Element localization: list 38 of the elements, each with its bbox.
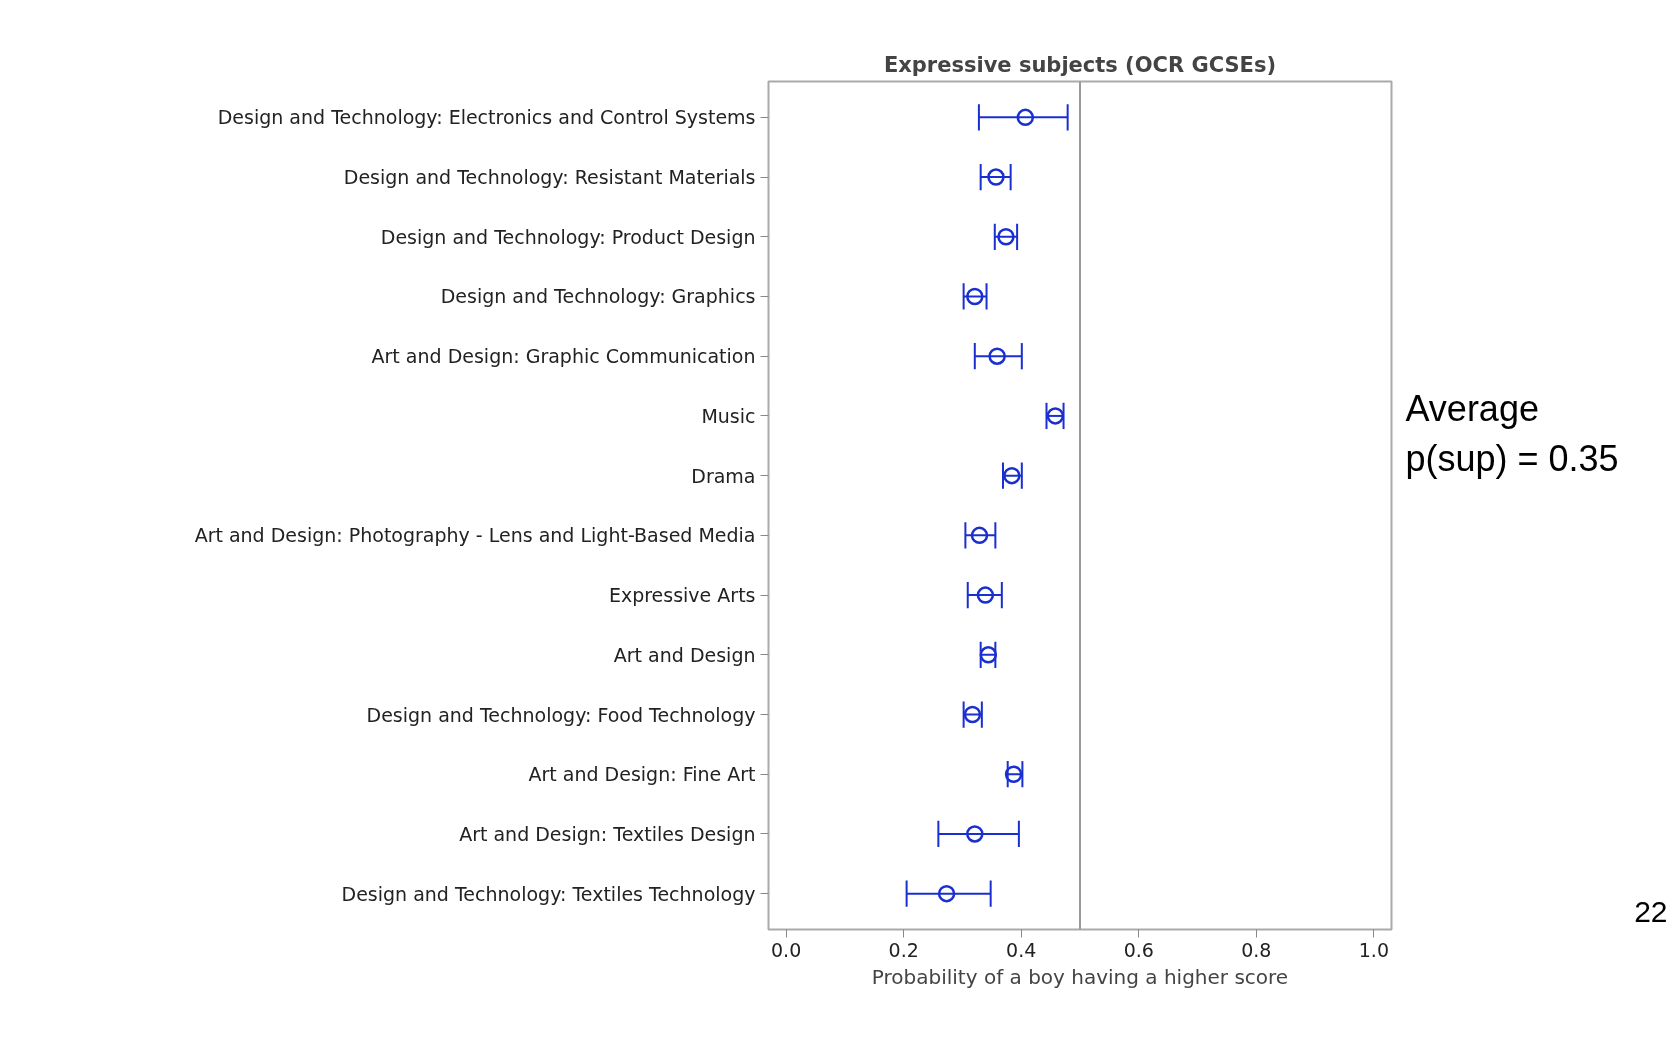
- y-tick-label: Music: [701, 404, 756, 427]
- point: [963, 705, 982, 724]
- x-tick-label: 0.6: [1123, 938, 1154, 961]
- point: [970, 526, 989, 545]
- x-tick-label: 0.4: [1006, 938, 1037, 961]
- x-tick-label: 1.0: [1358, 938, 1389, 961]
- point: [1003, 466, 1021, 485]
- point: [937, 884, 956, 903]
- x-axis-title: Probability of a boy having a higher score: [871, 964, 1289, 989]
- y-tick-label: Art and Design: Photography - Lens and Light-Based Media: [194, 524, 756, 547]
- y-tick-label: Art and Design: [613, 643, 756, 666]
- x-tick-label: 0.2: [888, 938, 919, 961]
- y-tick-label: Design and Technology: Electronics and Control Systems: [217, 106, 756, 129]
- point: [997, 228, 1015, 246]
- x-tick-label: 0.0: [771, 938, 802, 961]
- y-tick-label: Design and Technology: Product Design: [380, 225, 756, 248]
- point: [966, 287, 984, 306]
- y-tick-label: Art and Design: Graphic Communication: [371, 345, 756, 368]
- chart-title: Expressive subjects (OCR GCSEs): [883, 52, 1277, 77]
- y-tick-label: Design and Technology: Food Technology: [366, 703, 756, 726]
- point: [1016, 108, 1035, 127]
- point: [1046, 407, 1065, 425]
- text: 22: [1634, 894, 1668, 928]
- text: Average p(sup) = 0.35: [1405, 388, 1619, 479]
- y-tick-label: Art and Design: Fine Art: [528, 763, 756, 786]
- point: [1004, 765, 1023, 783]
- point: [979, 646, 998, 664]
- point: [966, 825, 984, 843]
- point: [987, 168, 1005, 186]
- x-tick-label: 0.8: [1241, 938, 1272, 961]
- point: [976, 586, 995, 604]
- point: [988, 347, 1006, 365]
- y-tick-label: Drama: [691, 464, 756, 487]
- y-tick-label: Expressive Arts: [608, 584, 756, 607]
- y-tick-label: Design and Technology: Graphics: [440, 285, 756, 308]
- y-tick-label: Design and Technology: Resistant Materials: [343, 166, 756, 189]
- y-tick-label: Design and Technology: Textiles Technology: [341, 882, 756, 905]
- y-tick-label: Art and Design: Textiles Design: [459, 822, 756, 845]
